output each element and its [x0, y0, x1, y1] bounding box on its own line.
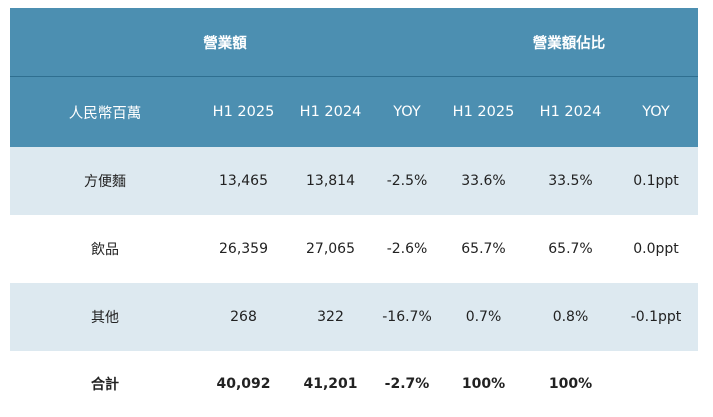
row-label: 飲品	[91, 242, 119, 258]
cell-revenue-yoy: -2.5%	[386, 173, 428, 189]
cell-share-2024: 0.8%	[552, 309, 589, 325]
total-share-yoy	[614, 351, 698, 416]
cell-revenue-yoy: -2.6%	[386, 241, 428, 257]
header-column-row: 人民幣百萬 H1 2025 H1 2024 YOY H1 2025 H1 202…	[10, 76, 698, 147]
total-share-2024: 100%	[548, 375, 593, 392]
cell-revenue-2025: 13,465	[219, 173, 268, 189]
cell-revenue-yoy: -16.7%	[382, 309, 432, 325]
table-row: 飲品 26,359 27,065 -2.6% 65.7% 65.7% 0.0pp…	[10, 215, 698, 283]
total-share-2025: 100%	[461, 375, 506, 392]
column-header-h1-2025: H1 2025	[212, 104, 275, 120]
group-header-revenue-share: 營業額佔比	[532, 35, 606, 52]
table-row: 方便麵 13,465 13,814 -2.5% 33.6% 33.5% 0.1p…	[10, 147, 698, 215]
cell-share-2025: 0.7%	[465, 309, 502, 325]
revenue-table: 營業額 營業額佔比 人民幣百萬 H1 2025 H1 2024 YOY H1 2…	[10, 8, 698, 416]
cell-share-yoy: -0.1ppt	[630, 309, 682, 325]
cell-revenue-2025: 268	[230, 309, 257, 325]
cell-revenue-2024: 322	[317, 309, 344, 325]
column-header-unit: 人民幣百萬	[68, 105, 142, 122]
total-revenue-2025: 40,092	[216, 375, 271, 392]
column-header-yoy: YOY	[393, 104, 421, 120]
cell-revenue-2024: 13,814	[306, 173, 355, 189]
cell-share-2024: 65.7%	[548, 241, 593, 257]
column-header-h1-2024: H1 2024	[299, 104, 362, 120]
table-row: 其他 268 322 -16.7% 0.7% 0.8% -0.1ppt	[10, 283, 698, 351]
cell-revenue-2024: 27,065	[306, 241, 355, 257]
column-header-share-h1-2024: H1 2024	[539, 104, 602, 120]
column-header-share-h1-2025: H1 2025	[452, 104, 515, 120]
cell-share-yoy: 0.0ppt	[633, 241, 679, 257]
row-label: 其他	[91, 310, 119, 326]
total-revenue-2024: 41,201	[303, 375, 358, 392]
cell-share-yoy: 0.1ppt	[633, 173, 679, 189]
cell-share-2025: 65.7%	[461, 241, 506, 257]
cell-share-2024: 33.5%	[548, 173, 593, 189]
total-row: 合計 40,092 41,201 -2.7% 100% 100%	[10, 351, 698, 416]
group-header-revenue: 營業額	[203, 35, 247, 52]
total-revenue-yoy: -2.7%	[384, 375, 430, 392]
column-header-share-yoy: YOY	[642, 104, 670, 120]
cell-revenue-2025: 26,359	[219, 241, 268, 257]
row-label: 方便麵	[84, 174, 126, 190]
total-label: 合計	[91, 376, 119, 393]
header-group-row: 營業額 營業額佔比	[10, 8, 698, 76]
cell-share-2025: 33.6%	[461, 173, 506, 189]
